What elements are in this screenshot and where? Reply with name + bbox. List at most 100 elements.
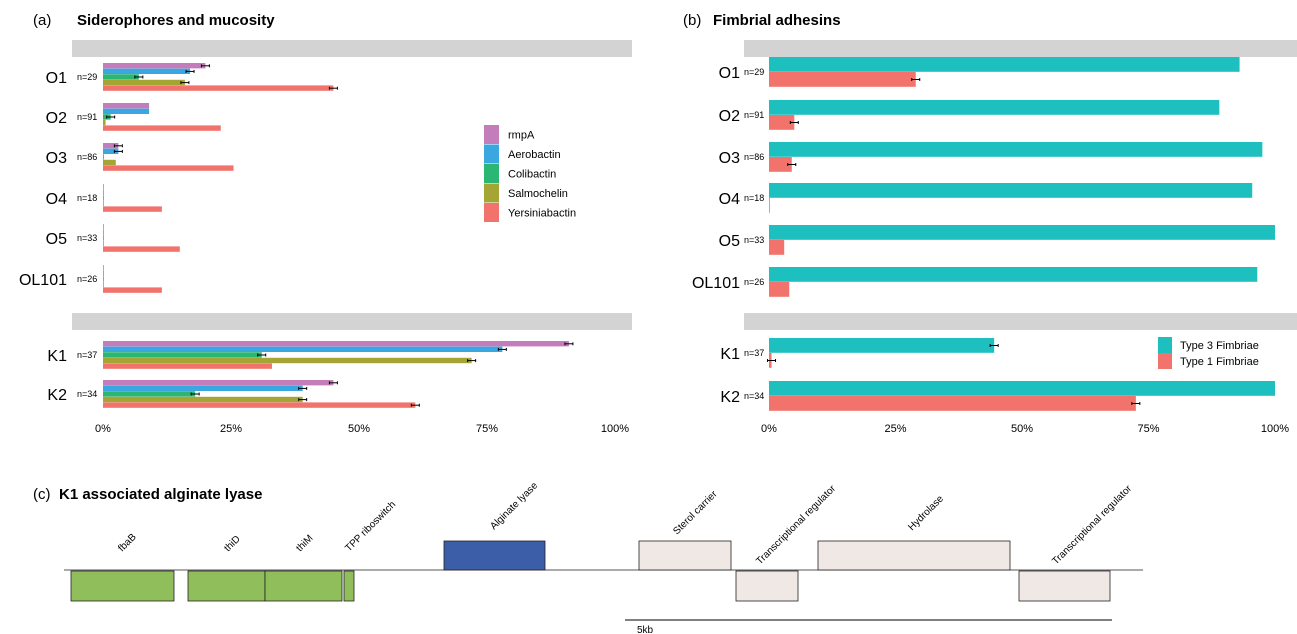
legend-label: Yersiniabactin xyxy=(508,208,576,220)
gene-label: thiM xyxy=(294,533,315,554)
x-tick-label: 75% xyxy=(1137,423,1159,435)
bar-colibactin xyxy=(103,154,104,160)
bar-yersiniabactin xyxy=(103,206,162,212)
bar-rmpa xyxy=(103,265,104,271)
group-label: OL101 xyxy=(19,272,67,289)
x-tick-label: 50% xyxy=(348,423,370,435)
bar-salmochelin xyxy=(103,159,116,166)
group-label: K1 xyxy=(720,346,740,363)
group-label: O4 xyxy=(46,191,67,208)
n-label: n=91 xyxy=(744,110,764,120)
bar-type-3-fimbriae xyxy=(769,183,1253,198)
panel-b: (b) Fimbrial adhesins O1 n=29 O2 n=91 O3 n=86 O4… xyxy=(683,12,1297,435)
n-label: n=29 xyxy=(77,72,97,82)
legend-swatch xyxy=(484,125,499,144)
bar-rmpa xyxy=(103,380,334,386)
bar-aerobactin xyxy=(103,189,104,195)
x-tick-label: 25% xyxy=(220,423,242,435)
n-label: n=37 xyxy=(77,350,97,360)
group-label: OL101 xyxy=(692,275,740,292)
bar-colibactin xyxy=(103,276,104,282)
group-label: O1 xyxy=(46,70,67,87)
facet-strip xyxy=(72,40,632,57)
bar-type-1-fimbriae xyxy=(769,240,785,255)
bar-colibactin xyxy=(103,391,196,397)
gene-tpp-riboswitch xyxy=(343,570,355,602)
legend-swatch xyxy=(484,144,499,164)
bar-colibactin xyxy=(103,235,104,241)
bar-aerobactin xyxy=(103,346,503,352)
legend-swatch xyxy=(484,164,499,183)
bar-type-3-fimbriae xyxy=(769,225,1275,240)
facet-strip xyxy=(744,313,1297,330)
x-tick-label: 100% xyxy=(601,423,629,435)
bar-salmochelin xyxy=(103,281,104,288)
legend-swatch xyxy=(484,203,499,222)
gene-label: TPP riboswitch xyxy=(343,499,398,554)
bar-rmpa xyxy=(103,184,104,190)
legend-label: Type 1 Fimbriae xyxy=(1180,356,1259,368)
panel-letter: (b) xyxy=(683,12,701,29)
bar-type-3-fimbriae xyxy=(769,100,1220,115)
panel-c: (c) K1 associated alginate lyase fbaB thiD t… xyxy=(33,480,1143,634)
gene-alginate-lyase xyxy=(443,540,546,571)
bar-yersiniabactin xyxy=(103,165,234,171)
bar-salmochelin xyxy=(103,79,185,86)
bar-colibactin xyxy=(103,195,104,201)
legend-swatch xyxy=(1158,353,1172,369)
gene-transcriptional-regulator xyxy=(735,570,799,602)
bar-yersiniabactin xyxy=(103,363,272,369)
gene-sterol-carrier xyxy=(638,540,732,571)
diagram-title: K1 associated alginate lyase xyxy=(59,486,262,503)
bar-type-1-fimbriae xyxy=(769,282,790,297)
facet-strip xyxy=(72,313,632,330)
legend-swatch xyxy=(484,183,499,203)
gene-hydrolase xyxy=(817,540,1011,571)
bar-colibactin xyxy=(103,74,139,80)
bar-rmpa xyxy=(103,103,150,109)
gene-label: fbaB xyxy=(116,532,139,555)
n-label: n=91 xyxy=(77,112,97,122)
chart-title: Fimbrial adhesins xyxy=(713,12,841,29)
bar-type-3-fimbriae xyxy=(769,57,1240,72)
group-label: K2 xyxy=(47,387,67,404)
x-tick-label: 100% xyxy=(1261,423,1289,435)
group-label: O1 xyxy=(719,65,740,82)
bar-yersiniabactin xyxy=(103,246,180,252)
bar-aerobactin xyxy=(103,148,119,154)
group-label: K2 xyxy=(720,389,740,406)
x-tick-label: 50% xyxy=(1011,423,1033,435)
group-label: O2 xyxy=(46,110,67,127)
bar-yersiniabactin xyxy=(103,287,162,293)
n-label: n=37 xyxy=(744,348,764,358)
group-label: O5 xyxy=(46,231,67,248)
bar-type-1-fimbriae xyxy=(769,198,770,213)
x-tick-label: 0% xyxy=(95,423,111,435)
gene-thid xyxy=(187,570,266,602)
legend-label: Aerobactin xyxy=(508,149,561,161)
n-label: n=33 xyxy=(744,235,764,245)
bar-yersiniabactin xyxy=(103,125,221,131)
legend-label: Salmochelin xyxy=(508,188,568,200)
bar-type-1-fimbriae xyxy=(769,396,1136,411)
bar-aerobactin xyxy=(103,385,303,391)
bar-type-3-fimbriae xyxy=(769,267,1258,282)
bar-type-1-fimbriae xyxy=(769,72,916,87)
panel-letter: (a) xyxy=(33,12,51,29)
x-tick-label: 75% xyxy=(476,423,498,435)
n-label: n=26 xyxy=(77,274,97,284)
gene-fbab xyxy=(70,570,175,602)
n-label: n=18 xyxy=(77,193,97,203)
bar-colibactin xyxy=(103,352,262,358)
n-label: n=26 xyxy=(744,277,764,287)
n-label: n=86 xyxy=(77,152,97,162)
legend-swatch xyxy=(1158,337,1172,353)
bar-type-1-fimbriae xyxy=(769,115,795,130)
bar-rmpa xyxy=(103,143,119,149)
scale-label: 5kb xyxy=(637,625,654,634)
bar-type-3-fimbriae xyxy=(769,338,995,353)
group-label: O4 xyxy=(719,191,740,208)
bar-type-1-fimbriae xyxy=(769,157,792,172)
legend-label: Colibactin xyxy=(508,169,556,181)
